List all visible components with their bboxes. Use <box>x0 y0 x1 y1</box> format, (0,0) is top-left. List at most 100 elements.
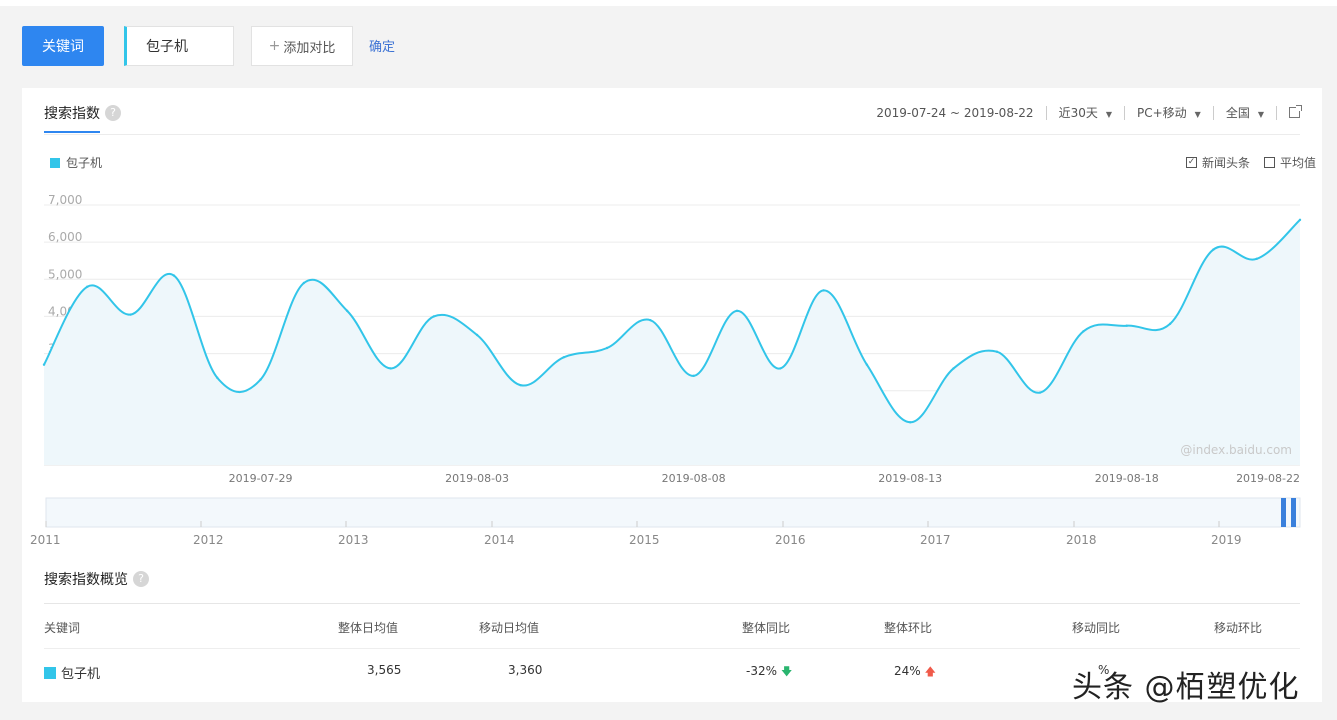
average-option[interactable]: 平均值 <box>1263 154 1316 171</box>
x-tick-label: 2019-08-13 <box>878 472 942 485</box>
data-point <box>1255 257 1258 261</box>
data-point <box>779 367 782 370</box>
news-checkbox[interactable]: ✓ <box>1185 157 1197 168</box>
x-tick-label: 2019-07-29 <box>229 472 293 485</box>
news-label: 新闻头条 <box>1201 156 1250 170</box>
row-keyword-label: 包子机 <box>61 667 101 682</box>
add-compare-button[interactable]: + 添加对比 <box>251 26 353 66</box>
search-index-chart[interactable]: 1,0002,0003,0004,0005,0006,0007,000@inde… <box>22 88 1322 558</box>
timeline-year-label: 2014 <box>484 533 515 547</box>
x-tick-label: 2019-08-18 <box>1095 472 1159 485</box>
data-point <box>562 356 565 359</box>
keyword-swatch <box>44 666 56 679</box>
external-link-icon[interactable] <box>1289 105 1302 118</box>
x-tick-label: 2019-08-22 <box>1236 472 1300 485</box>
x-tick-label: 2019-08-03 <box>445 472 509 485</box>
row-overall-mom-value: 24% <box>894 664 921 678</box>
timeline-track <box>45 497 1301 528</box>
data-point <box>692 374 695 378</box>
header-mobile-daily-avg: 移动日均值 <box>479 621 540 635</box>
help-icon[interactable]: ? <box>133 571 149 587</box>
row-keyword: 包子机 <box>44 663 100 682</box>
data-point <box>302 281 306 285</box>
data-point <box>735 309 739 313</box>
toutiao-watermark: 头条 @栢塑优化 <box>1072 670 1300 705</box>
y-tick-label: 5,000 <box>48 267 82 281</box>
tab-divider <box>44 134 1300 135</box>
header-keyword: 关键词 <box>44 621 81 635</box>
timeline-year-label: 2018 <box>1066 533 1097 547</box>
timeline-handle-left[interactable] <box>1281 498 1286 527</box>
timeline-year-label: 2017 <box>920 533 951 547</box>
date-range[interactable]: 2019-07-24 ~ 2019-08-22 <box>876 105 1034 120</box>
timeline-year-label: 2019 <box>1211 533 1242 547</box>
keyword-input[interactable]: 包子机 <box>124 26 234 66</box>
caret-down-icon: ▼ <box>1194 110 1201 119</box>
data-point <box>1168 322 1172 326</box>
timeline-handle-right[interactable] <box>1291 498 1296 527</box>
device-value: PC+移动 <box>1137 106 1187 120</box>
overview-divider <box>44 603 1300 604</box>
filter-separator <box>1045 105 1047 120</box>
data-point <box>42 363 46 366</box>
row-mobile-daily-avg: 3,360 <box>508 663 543 677</box>
region-select[interactable]: 全国 ▼ <box>1226 104 1264 121</box>
series-area <box>44 219 1300 465</box>
data-point <box>259 378 262 381</box>
data-point <box>519 383 522 387</box>
header-mobile-mom: 移动环比 <box>1214 621 1263 635</box>
data-point <box>345 309 349 313</box>
device-select[interactable]: PC+移动 ▼ <box>1137 104 1201 121</box>
news-option[interactable]: ✓ 新闻头条 <box>1185 154 1250 171</box>
data-point <box>995 350 999 353</box>
row-overall-mom: 24% 🡅 <box>894 663 936 682</box>
caret-down-icon: ▼ <box>1105 110 1112 119</box>
data-point <box>216 376 219 379</box>
data-point <box>432 315 435 318</box>
legend-label: 包子机 <box>66 156 103 170</box>
chart-options: ✓ 新闻头条 平均值 <box>1172 154 1316 171</box>
period-select[interactable]: 近30天 ▼ <box>1059 104 1112 121</box>
data-point <box>1125 324 1128 327</box>
row-overall-daily-avg: 3,565 <box>367 663 402 677</box>
arrow-up-icon: 🡅 <box>924 665 936 678</box>
keyword-type-button[interactable]: 关键词 <box>22 26 104 66</box>
help-icon[interactable]: ? <box>105 105 121 121</box>
add-compare-label: 添加对比 <box>283 40 336 56</box>
timeline-year-label: 2016 <box>775 533 806 547</box>
chart-legend[interactable]: 包子机 <box>50 154 102 171</box>
data-point <box>1298 218 1302 222</box>
caret-down-icon: ▼ <box>1257 110 1264 119</box>
data-point <box>172 274 176 277</box>
chart-watermark: @index.baidu.com <box>1180 443 1292 457</box>
timeline-year-label: 2012 <box>193 533 224 547</box>
arrow-down-icon: 🡇 <box>781 665 793 678</box>
filter-separator <box>1124 105 1125 120</box>
tab-active-indicator <box>44 131 100 133</box>
data-point <box>1082 330 1085 333</box>
average-checkbox[interactable] <box>1263 157 1275 168</box>
data-point <box>86 285 89 288</box>
data-point <box>475 333 479 337</box>
row-overall-yoy-value: -32% <box>746 664 778 678</box>
header-mobile-yoy: 移动同比 <box>1072 621 1121 635</box>
search-index-panel: 搜索指数 ? 2019-07-24 ~ 2019-08-22 近30天 ▼ PC+… <box>22 88 1322 702</box>
timeline-year-label: 2015 <box>629 533 660 547</box>
data-point <box>1038 391 1042 394</box>
timeline-year-label: 2011 <box>30 533 61 547</box>
tab-search-index[interactable]: 搜索指数 ? <box>44 103 121 123</box>
data-point <box>1212 248 1215 251</box>
row-mobile-yoy: % <box>1098 663 1110 677</box>
data-point <box>649 318 652 322</box>
data-point <box>952 367 955 370</box>
overview-title: 搜索指数概览 ? <box>44 569 149 589</box>
period-value: 近30天 <box>1058 106 1098 120</box>
filter-bar: 2019-07-24 ~ 2019-08-22 近30天 ▼ PC+移动 ▼ 全国 ▼ <box>876 104 1302 121</box>
header-overall-daily-avg: 整体日均值 <box>338 621 399 635</box>
confirm-link[interactable]: 确定 <box>369 40 396 55</box>
x-tick-label: 2019-08-08 <box>662 472 726 485</box>
top-bar <box>0 0 1337 6</box>
filter-separator <box>1276 105 1277 120</box>
region-value: 全国 <box>1225 106 1250 120</box>
header-divider <box>44 648 1300 649</box>
